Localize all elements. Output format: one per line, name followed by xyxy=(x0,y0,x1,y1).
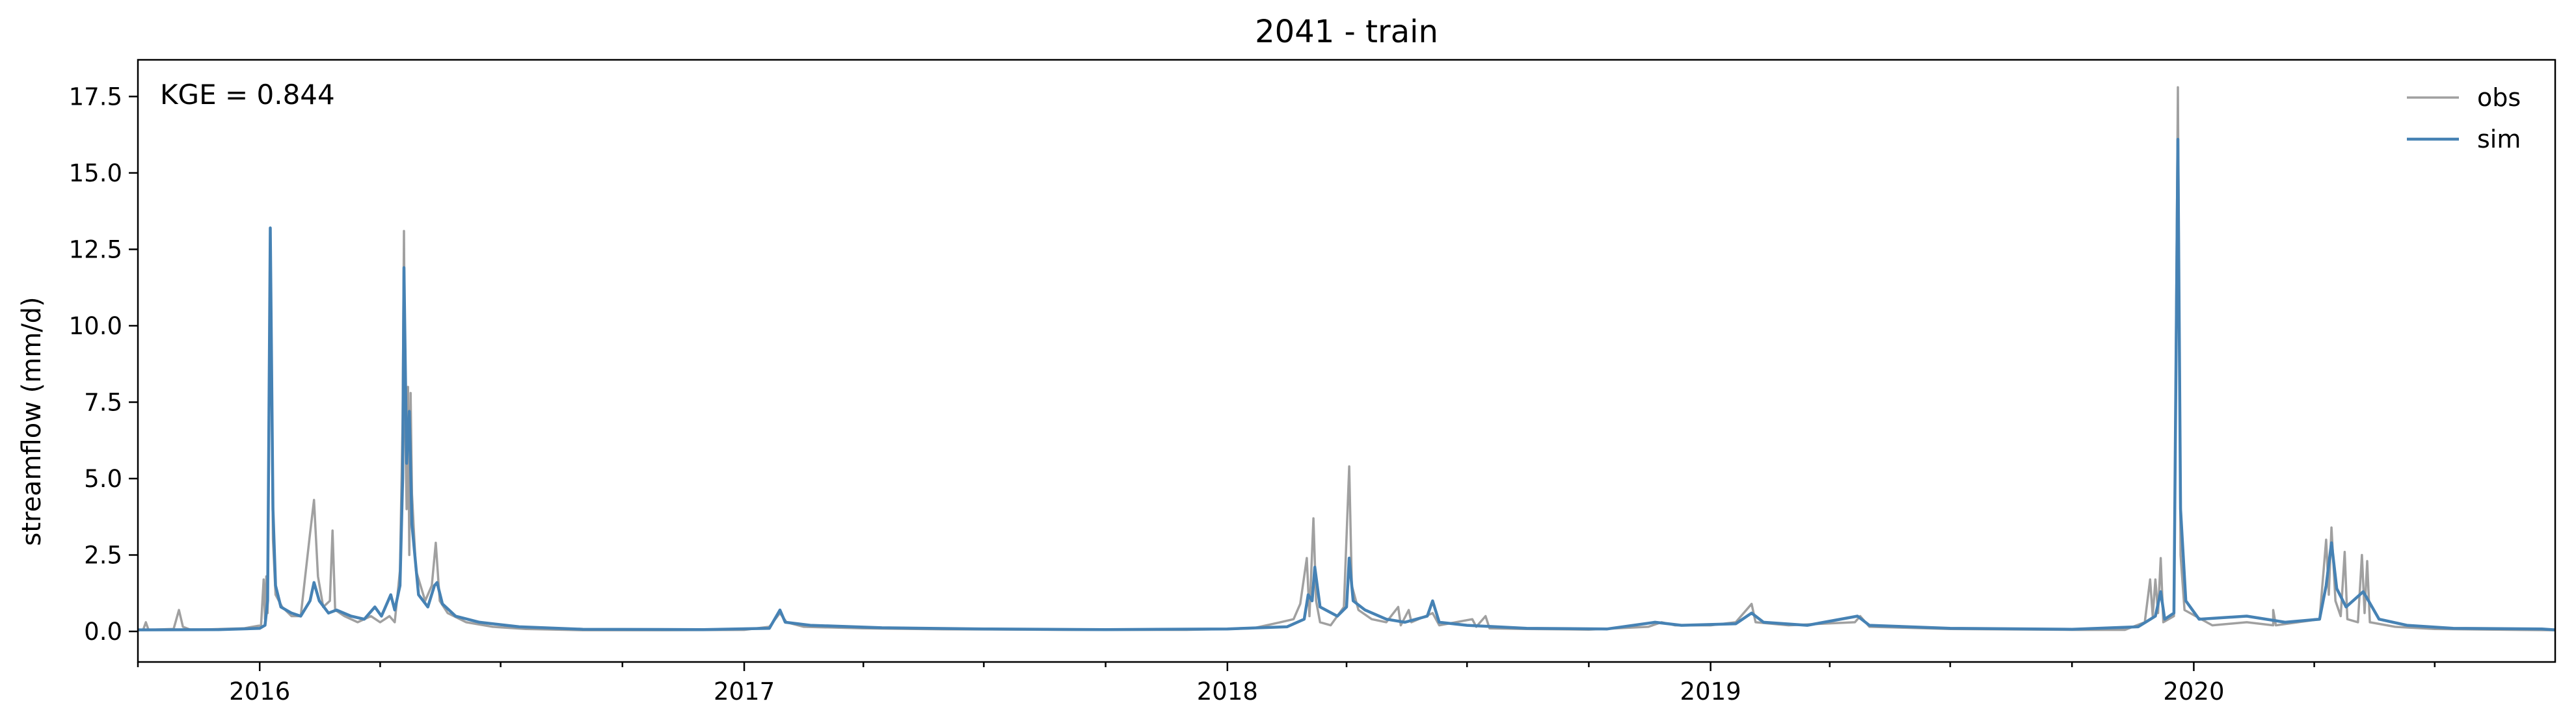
chart-title: 2041 - train xyxy=(1255,14,1438,50)
x-tick-label: 2018 xyxy=(1197,678,1258,706)
x-axis: 2016 2017 2018 2019 2020 xyxy=(137,662,2436,706)
y-tick-label: 5.0 xyxy=(84,465,122,493)
series-line-sim xyxy=(138,137,2555,631)
x-tick-label: 2020 xyxy=(2163,678,2224,706)
legend: obs sim xyxy=(2407,83,2521,153)
y-tick-label: 7.5 xyxy=(84,388,122,416)
x-tick-label: 2016 xyxy=(229,678,290,706)
y-tick-label: 10.0 xyxy=(69,312,122,340)
x-tick-label: 2019 xyxy=(1680,678,1741,706)
y-tick-label: 17.5 xyxy=(69,83,122,111)
series-line-obs xyxy=(138,86,2555,631)
y-axis: 0.0 2.5 5.0 7.5 10.0 12.5 15.0 17.5 xyxy=(69,83,138,646)
y-tick-label: 0.0 xyxy=(84,618,122,646)
plot-frame xyxy=(137,59,2556,663)
y-tick-label: 2.5 xyxy=(84,541,122,569)
legend-label-sim: sim xyxy=(2477,125,2521,153)
legend-label-obs: obs xyxy=(2477,83,2521,112)
y-tick-label: 15.0 xyxy=(69,159,122,187)
x-tick-label: 2017 xyxy=(714,678,775,706)
y-axis-label: streamflow (mm/d) xyxy=(17,297,47,546)
kge-annotation: KGE = 0.844 xyxy=(160,79,335,111)
y-tick-label: 12.5 xyxy=(69,235,122,263)
series-layer xyxy=(138,86,2555,631)
